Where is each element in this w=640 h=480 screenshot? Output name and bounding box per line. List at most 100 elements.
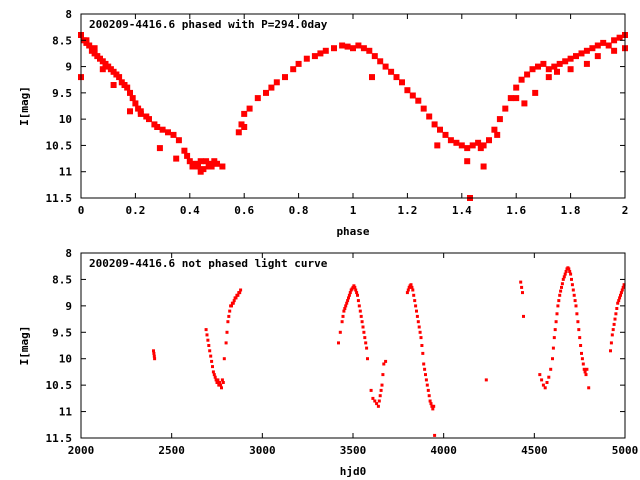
- data-point: [415, 309, 418, 313]
- data-point: [209, 354, 213, 358]
- x-tick-label: 0.4: [180, 204, 200, 217]
- data-point: [214, 378, 218, 382]
- data-point: [129, 95, 136, 102]
- data-point: [215, 381, 219, 384]
- data-point: [204, 328, 208, 332]
- data-point: [364, 341, 368, 345]
- data-point: [340, 320, 344, 324]
- data-point: [371, 53, 378, 60]
- data-point: [613, 317, 617, 321]
- data-point: [414, 304, 418, 308]
- data-point: [411, 288, 415, 292]
- data-point: [219, 383, 223, 387]
- data-point: [545, 74, 552, 81]
- x-tick-label: 4000: [430, 444, 457, 457]
- data-point: [360, 45, 367, 52]
- data-point: [409, 283, 413, 287]
- data-point: [513, 84, 520, 91]
- y-tick-label: 11: [59, 406, 73, 419]
- data-point: [165, 129, 171, 136]
- data-point: [464, 145, 471, 152]
- data-point: [562, 275, 566, 279]
- data-point: [426, 388, 430, 392]
- data-point: [159, 126, 166, 133]
- data-point: [232, 299, 236, 303]
- data-point: [170, 131, 177, 138]
- data-point: [227, 314, 231, 318]
- data-point: [584, 373, 588, 377]
- data-point: [415, 97, 422, 104]
- data-point: [404, 87, 411, 94]
- data-point: [399, 79, 405, 86]
- data-point: [263, 89, 269, 96]
- data-point: [137, 110, 144, 117]
- data-point: [371, 396, 375, 400]
- data-point: [366, 357, 369, 361]
- data-point: [574, 304, 578, 308]
- data-point: [616, 34, 623, 41]
- data-point: [359, 314, 363, 318]
- data-point: [246, 105, 253, 112]
- y-tick-label: 9: [65, 300, 72, 313]
- data-point: [417, 325, 421, 329]
- data-point: [447, 137, 454, 144]
- data-point: [464, 158, 471, 165]
- data-point: [583, 370, 587, 374]
- data-point: [475, 139, 482, 146]
- data-point: [127, 89, 133, 96]
- data-point: [491, 126, 498, 133]
- data-point: [605, 42, 612, 49]
- data-point: [579, 344, 583, 347]
- data-point: [303, 55, 310, 62]
- data-point: [357, 304, 361, 308]
- data-point: [540, 378, 544, 382]
- x-tick-label: 4500: [521, 444, 548, 457]
- data-point: [311, 53, 318, 60]
- data-point: [424, 378, 428, 382]
- data-point: [538, 373, 542, 377]
- data-point: [356, 299, 360, 303]
- data-point: [230, 304, 233, 308]
- data-point: [570, 277, 573, 281]
- data-point: [234, 296, 238, 300]
- data-point: [564, 270, 568, 273]
- data-point: [560, 285, 563, 289]
- data-point: [222, 357, 226, 361]
- data-point: [507, 95, 514, 102]
- data-point: [609, 341, 613, 345]
- data-point: [235, 129, 242, 136]
- data-point: [375, 402, 379, 406]
- data-point: [206, 338, 210, 342]
- data-point: [567, 267, 571, 271]
- data-point: [273, 79, 280, 86]
- data-point: [563, 272, 567, 276]
- data-point: [132, 100, 139, 107]
- data-point: [594, 53, 601, 60]
- y-tick-label: 9: [65, 61, 72, 74]
- data-point: [228, 309, 232, 313]
- data-point: [216, 378, 220, 382]
- y-tick-label: 10: [59, 113, 72, 126]
- data-point: [425, 383, 429, 387]
- phased-light-curve-panel: 0 0.2 0.4 0.6 0.8 1 1.2 1.4 1.6 1.8 2 8 8.5 9 9.5 10 10.…: [18, 8, 628, 238]
- data-point: [621, 285, 625, 289]
- data-point: [600, 39, 607, 46]
- data-point: [520, 285, 524, 289]
- x-tick-label: 2500: [158, 444, 185, 457]
- data-point: [556, 60, 563, 67]
- data-point: [581, 362, 585, 366]
- data-point: [418, 330, 422, 334]
- data-point: [381, 373, 385, 377]
- data-point: [518, 76, 525, 83]
- data-point: [553, 328, 557, 332]
- data-point: [152, 354, 156, 358]
- x-tick-label: 1.8: [561, 204, 581, 217]
- x-axis-label: phase: [336, 225, 369, 238]
- data-point: [347, 293, 351, 297]
- data-point: [431, 407, 435, 411]
- data-point: [578, 50, 585, 57]
- data-point: [220, 378, 224, 382]
- data-point: [429, 402, 433, 406]
- data-point: [422, 362, 426, 366]
- y-tick-label: 8.5: [52, 273, 72, 286]
